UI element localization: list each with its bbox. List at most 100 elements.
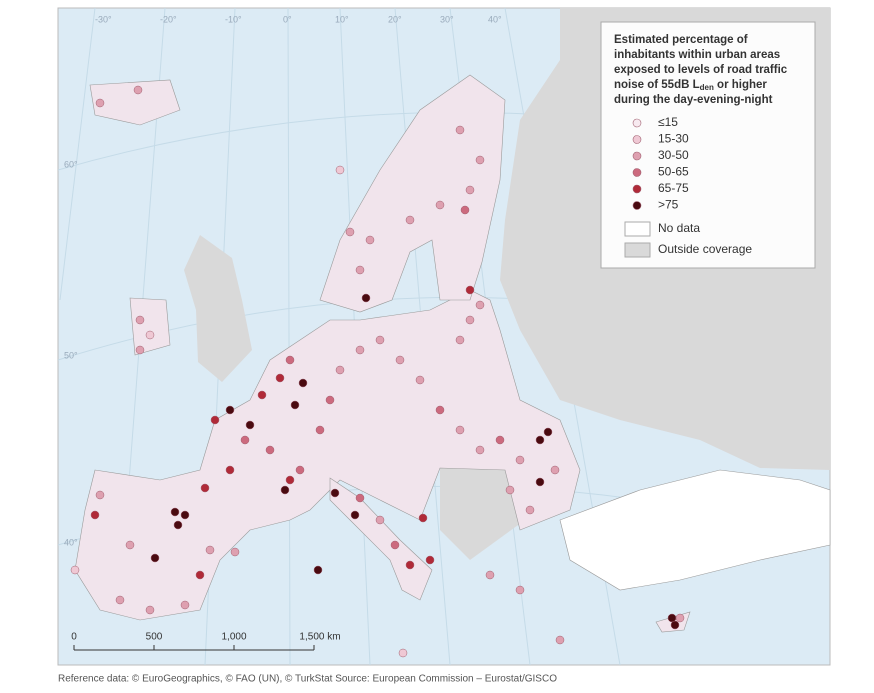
city-dot: [355, 345, 365, 355]
city-dot: [230, 547, 240, 557]
city-dot: [90, 510, 100, 520]
city-dot: [180, 510, 190, 520]
city-dot: [205, 545, 215, 555]
city-dot: [95, 490, 105, 500]
graticule-label: -30°: [95, 14, 112, 24]
city-dot: [535, 477, 545, 487]
graticule-label: 50°: [64, 350, 78, 360]
legend-title-part: or higher: [714, 79, 768, 91]
city-dot: [345, 227, 355, 237]
city-dot: [670, 620, 680, 630]
legend-title: during the day-evening-night: [614, 94, 773, 106]
legend-label: 50-65: [658, 165, 689, 179]
city-dot: [361, 293, 371, 303]
city-dot: [390, 540, 400, 550]
iceland: [89, 79, 181, 126]
city-dot: [245, 420, 255, 430]
city-dot: [285, 475, 295, 485]
city-dot: [395, 355, 405, 365]
graticule-label: 40°: [64, 537, 78, 547]
city-dot: [375, 515, 385, 525]
city-dot: [543, 427, 553, 437]
city-dot: [135, 345, 145, 355]
city-dot: [170, 507, 180, 517]
legend-title: inhabitants within urban areas: [614, 49, 780, 61]
city-dot: [415, 375, 425, 385]
city-dot: [225, 405, 235, 415]
city-dot: [265, 445, 275, 455]
city-dot: [350, 510, 360, 520]
legend-swatch: [632, 201, 642, 210]
legend-title-subscript: den: [700, 83, 714, 92]
city-dot: [475, 445, 485, 455]
scale-label: 1,500 km: [299, 632, 340, 643]
city-dot: [225, 465, 235, 475]
legend-label: ≤15: [658, 115, 678, 129]
city-dot: [485, 570, 495, 580]
city-dot: [515, 455, 525, 465]
legend-label: No data: [658, 221, 700, 235]
city-dot: [298, 378, 308, 388]
city-dot: [290, 400, 300, 410]
city-dot: [257, 390, 267, 400]
city-dot: [275, 373, 285, 383]
city-dot: [200, 483, 210, 493]
city-dot: [418, 513, 428, 523]
legend-label: 30-50: [658, 148, 689, 162]
city-dot: [145, 605, 155, 615]
city-dot: [330, 488, 340, 498]
city-dot: [465, 315, 475, 325]
city-dot: [550, 465, 560, 475]
europe-mainland: [74, 289, 581, 621]
legend-swatch: [632, 184, 642, 194]
legend-title: exposed to levels of road traffic: [614, 64, 788, 76]
city-dot: [135, 315, 145, 325]
city-dot: [335, 165, 345, 175]
legend-swatch: [632, 135, 642, 144]
scale-label: 0: [71, 632, 77, 643]
city-dot: [210, 415, 220, 425]
city-dot: [313, 565, 323, 575]
city-dot: [70, 565, 80, 575]
city-dot: [325, 395, 335, 405]
city-dot: [405, 560, 415, 570]
city-dot: [115, 595, 125, 605]
city-dot: [335, 365, 345, 375]
city-dot: [515, 585, 525, 595]
city-dot: [425, 555, 435, 565]
city-dot: [173, 520, 183, 530]
legend-swatch: [632, 151, 642, 161]
city-dot: [505, 485, 515, 495]
city-dots: [70, 85, 685, 658]
legend: Estimated percentage of inhabitants with…: [600, 21, 816, 269]
city-dot: [145, 330, 155, 340]
city-dot: [465, 185, 475, 195]
city-dot: [375, 335, 385, 345]
legend-title-part: noise of 55dB L: [614, 79, 700, 91]
graticule-label: 60°: [64, 159, 78, 169]
city-dot: [525, 505, 535, 515]
city-dot: [405, 215, 415, 225]
city-dot: [455, 125, 465, 135]
city-dot: [240, 435, 250, 445]
city-dot: [355, 493, 365, 503]
legend-title: noise of 55dB Lden or higher: [614, 79, 767, 92]
city-dot: [465, 285, 475, 295]
balkans: [440, 465, 525, 560]
scale-label: 500: [146, 632, 163, 643]
legend-swatch: [624, 242, 651, 258]
legend-swatch: [632, 118, 642, 128]
city-dot: [180, 600, 190, 610]
city-dot: [150, 553, 160, 563]
city-dot: [195, 570, 205, 580]
ireland: [129, 297, 171, 356]
city-dot: [295, 465, 305, 475]
city-dot: [555, 635, 565, 645]
city-dot: [280, 485, 290, 495]
city-dot: [460, 205, 470, 215]
graticule-label: 10°: [335, 14, 349, 24]
graticule-label: -20°: [160, 14, 177, 24]
city-dot: [475, 300, 485, 310]
